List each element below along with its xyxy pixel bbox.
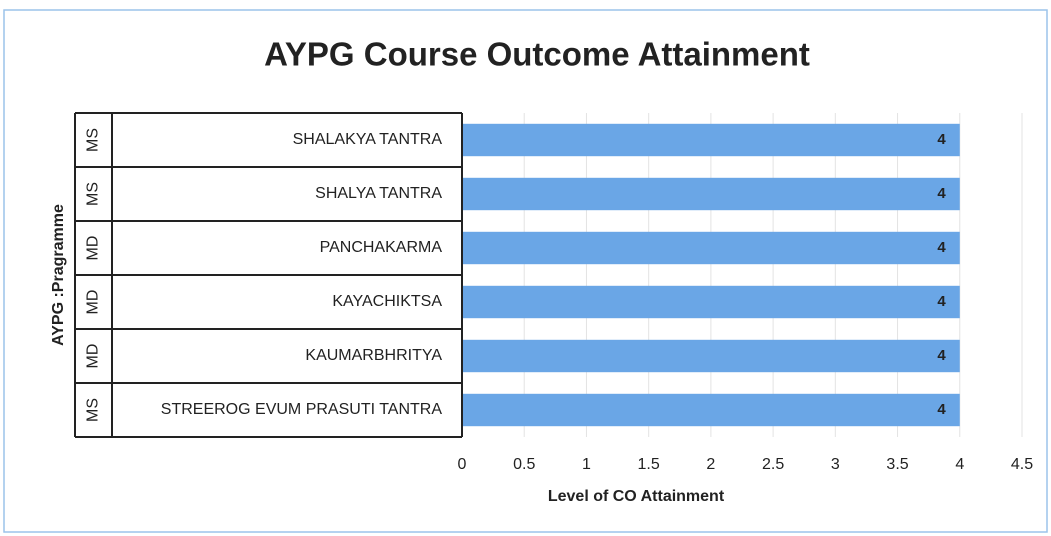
y-tick-label: PANCHAKARMA	[320, 239, 443, 256]
y-tick-label: SHALYA TANTRA	[315, 185, 442, 202]
bar	[462, 339, 960, 373]
group-label: MD	[85, 344, 102, 369]
bar	[462, 393, 960, 427]
chart-frame	[3, 9, 1048, 533]
x-tick-label: 0.5	[513, 456, 535, 473]
bar	[462, 231, 960, 265]
y-tick-label: SHALAKYA TANTRA	[293, 131, 443, 148]
x-axis-title: Level of CO Attainment	[548, 488, 725, 505]
x-tick-label: 3.5	[886, 456, 908, 473]
value-label: 4	[937, 401, 946, 418]
bar	[462, 177, 960, 211]
y-tick-label: KAUMARBHRITYA	[305, 347, 442, 364]
bar	[462, 285, 960, 319]
x-tick-label: 3	[831, 456, 840, 473]
x-tick-label: 4.5	[1011, 456, 1033, 473]
value-label: 4	[937, 239, 946, 256]
value-label: 4	[937, 185, 946, 202]
x-tick-label: 2.5	[762, 456, 784, 473]
x-tick-label: 2	[706, 456, 715, 473]
group-label: MS	[85, 182, 102, 206]
group-label: MD	[85, 236, 102, 261]
y-axis-title: AYPG :Pragramme	[50, 204, 67, 346]
group-label: MS	[85, 398, 102, 422]
value-label: 4	[937, 293, 946, 310]
x-tick-label: 1	[582, 456, 591, 473]
chart-title: AYPG Course Outcome Attainment	[264, 36, 810, 73]
x-tick-label: 1.5	[638, 456, 660, 473]
value-label: 4	[937, 131, 946, 148]
x-tick-label: 0	[458, 456, 467, 473]
value-label: 4	[937, 347, 946, 364]
bar	[462, 123, 960, 157]
y-tick-label: KAYACHIKTSA	[332, 293, 442, 310]
y-tick-label: STREEROG EVUM PRASUTI TANTRA	[161, 401, 443, 418]
x-tick-label: 4	[955, 456, 964, 473]
group-label: MS	[85, 128, 102, 152]
group-label: MD	[85, 290, 102, 315]
